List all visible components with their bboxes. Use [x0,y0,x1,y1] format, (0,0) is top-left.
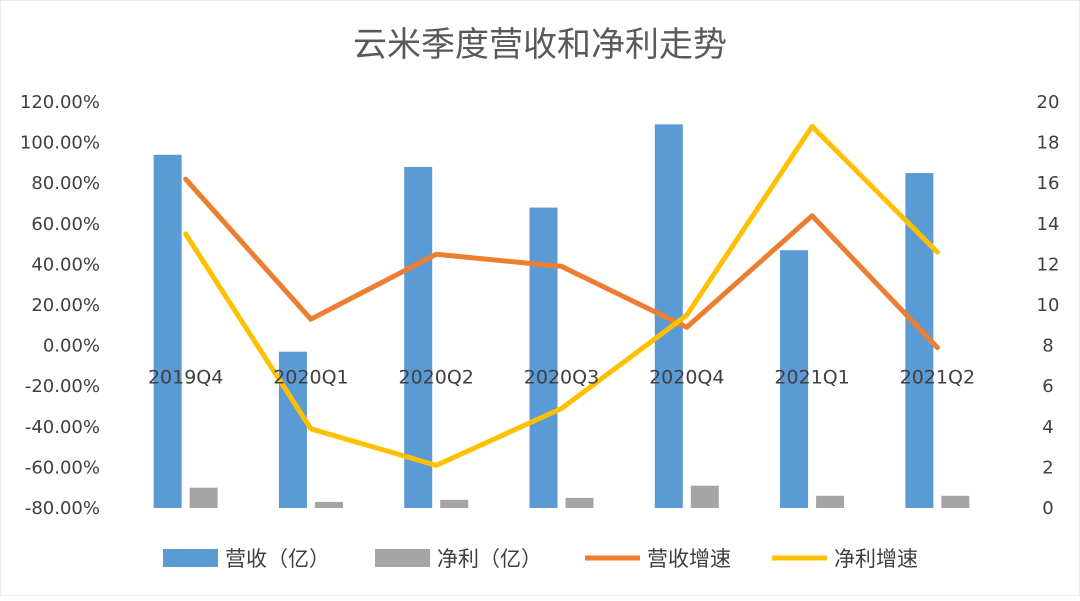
net-profit-bar [314,501,343,508]
left-axis-tick-label: 40.00% [31,254,100,275]
revenue-bar [780,250,809,508]
right-axis-tick-label: 10 [1037,295,1060,316]
legend-swatch [375,549,430,567]
legend-label: 净利（亿） [437,547,542,571]
right-axis-tick-label: 6 [1042,376,1053,397]
net-profit-growth-line [183,123,940,468]
left-axis-tick-label: 100.00% [20,133,100,154]
category-label: 2020Q2 [399,367,474,389]
category-label: 2019Q4 [148,367,223,389]
category-label: 2020Q1 [273,367,348,389]
category-label: 2020Q4 [649,367,724,389]
right-axis-tick-label: 8 [1042,336,1053,357]
legend-label: 净利增速 [834,547,918,571]
left-axis: 120.00% 100.00% 80.00% 60.00% 40.00% 20.00% 0.… [20,92,100,519]
category-label: 2021Q1 [774,367,849,389]
revenue-bar [529,207,558,508]
right-axis-tick-label: 16 [1037,173,1060,194]
left-axis-tick-label: -20.00% [25,376,100,397]
right-axis-tick-label: 0 [1042,498,1053,519]
left-axis-tick-label: 0.00% [43,336,100,357]
chart-title: 云米季度营收和净利走势 [353,25,727,65]
left-axis-tick-label: -60.00% [25,457,100,478]
net-profit-bar [565,497,594,508]
net-profit-bar [440,499,469,508]
category-label: 2020Q3 [524,367,599,389]
net-profit-bar [189,487,218,508]
left-axis-tick-label: 80.00% [31,173,100,194]
legend-label: 营收（亿） [225,547,330,571]
net-profit-bar [690,485,719,508]
right-axis-tick-label: 20 [1037,92,1060,113]
revenue-bar [153,154,182,508]
right-axis-tick-label: 14 [1037,214,1060,235]
net-profit-bar [941,495,970,508]
category-label: 2021Q2 [900,367,975,389]
right-axis-tick-label: 18 [1037,133,1060,154]
revenue-bar [404,166,433,508]
legend-label: 营收增速 [647,547,731,571]
category-labels: 2019Q4 2020Q1 2020Q2 2020Q3 2020Q4 2021Q1 2021… [148,367,975,389]
left-axis-tick-label: -40.00% [25,417,100,438]
right-axis-tick-label: 2 [1042,457,1053,478]
legend: 营收（亿） 净利（亿） 营收增速 净利增速 [163,547,918,571]
line-series-group [183,123,940,468]
revenue-growth-line [183,176,940,351]
net-profit-bar [816,495,845,508]
right-axis-tick-label: 4 [1042,417,1053,438]
left-axis-tick-label: 20.00% [31,295,100,316]
left-axis-tick-label: -80.00% [25,498,100,519]
left-axis-tick-label: 120.00% [20,92,100,113]
right-axis-tick-label: 12 [1037,254,1060,275]
left-axis-tick-label: 60.00% [31,214,100,235]
legend-swatch [163,549,218,567]
revenue-bar [278,351,307,508]
